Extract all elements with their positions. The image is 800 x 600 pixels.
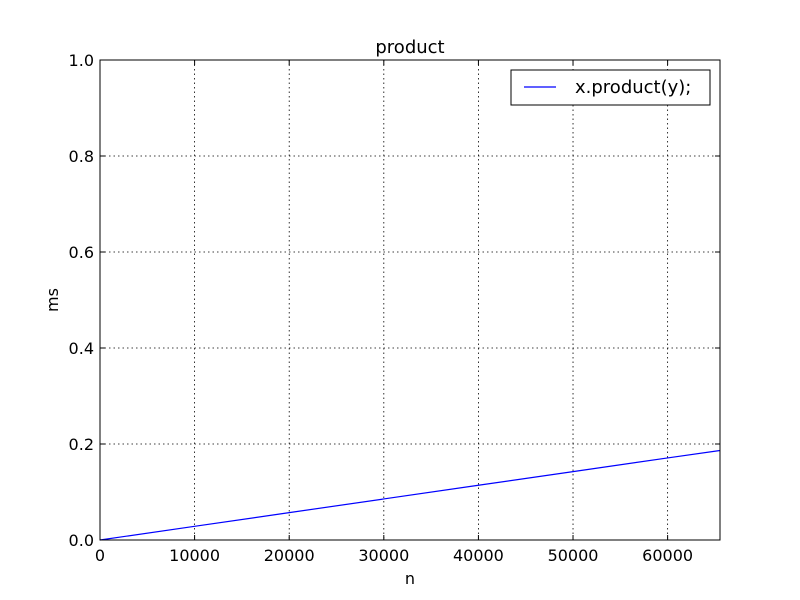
- y-tick-label: 1.0: [69, 51, 94, 70]
- x-tick-label: 0: [95, 546, 105, 565]
- y-tick-label: 0.6: [69, 243, 94, 262]
- ticks: [99, 59, 720, 541]
- x-axis-title: n: [405, 569, 415, 588]
- legend-label: x.product(y);: [575, 77, 691, 98]
- series-layer: [99, 449, 721, 541]
- x-tick-label: 60000: [642, 546, 693, 565]
- series-line: [99, 449, 721, 541]
- tick-labels: 0 10000 20000 30000 40000 50000 60000 0.0 0.2 0.4…: [69, 51, 694, 565]
- grid: [99, 59, 720, 541]
- x-tick-label: 40000: [453, 546, 504, 565]
- x-tick-label: 20000: [264, 546, 315, 565]
- x-tick-label: 10000: [169, 546, 220, 565]
- y-axis-title: ms: [43, 288, 62, 312]
- plot-frame: [99, 59, 721, 541]
- legend: x.product(y);: [510, 69, 711, 106]
- y-tick-label: 0.8: [69, 147, 94, 166]
- y-tick-label: 0.4: [69, 339, 94, 358]
- chart-title: product: [375, 37, 444, 58]
- y-tick-label: 0.0: [69, 531, 94, 550]
- x-tick-label: 50000: [548, 546, 599, 565]
- y-tick-label: 0.2: [69, 435, 94, 454]
- x-tick-label: 30000: [358, 546, 409, 565]
